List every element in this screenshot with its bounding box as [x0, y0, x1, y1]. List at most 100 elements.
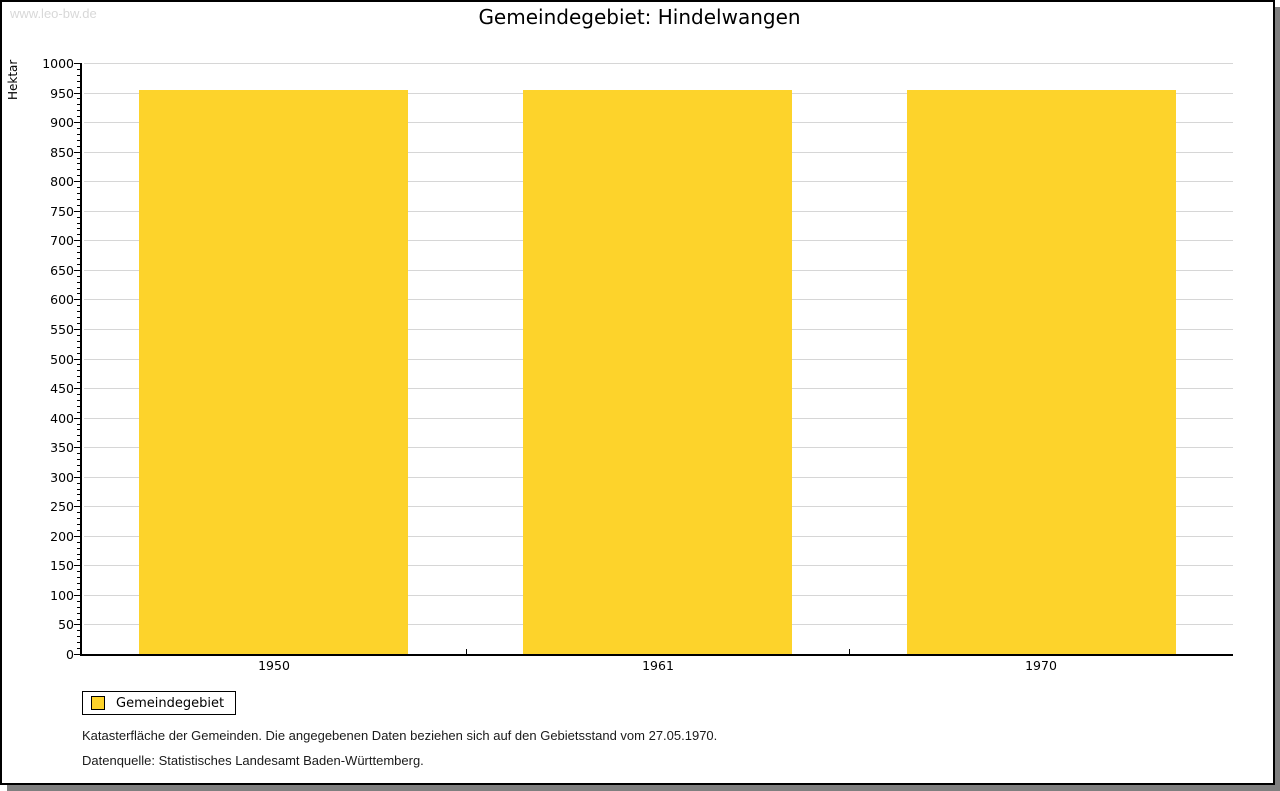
y-minor-tick — [77, 583, 80, 584]
y-tick-label: 600 — [50, 292, 74, 307]
y-minor-tick — [77, 252, 80, 253]
y-minor-tick — [77, 648, 80, 649]
y-minor-tick — [77, 228, 80, 229]
bar-1950 — [139, 90, 408, 654]
y-minor-tick — [77, 175, 80, 176]
y-minor-tick — [77, 400, 80, 401]
y-minor-tick — [77, 577, 80, 578]
y-minor-tick — [77, 276, 80, 277]
y-minor-tick — [77, 81, 80, 82]
bar-1970 — [907, 90, 1176, 654]
y-minor-tick — [77, 169, 80, 170]
y-major-tick — [74, 63, 80, 64]
y-tick-label: 150 — [50, 558, 74, 573]
y-minor-tick — [77, 619, 80, 620]
y-tick-label: 200 — [50, 529, 74, 544]
y-axis-title-text: Hektar — [6, 59, 20, 100]
y-tick-label: 250 — [50, 499, 74, 514]
y-minor-tick — [77, 234, 80, 235]
y-tick-label: 0 — [66, 647, 74, 662]
y-minor-tick — [77, 370, 80, 371]
y-major-tick — [74, 506, 80, 507]
y-minor-tick — [77, 223, 80, 224]
y-minor-tick — [77, 429, 80, 430]
y-major-tick — [74, 299, 80, 300]
y-major-tick — [74, 93, 80, 94]
y-minor-tick — [77, 140, 80, 141]
data-source-text: Datenquelle: Statistisches Landesamt Bad… — [82, 753, 424, 768]
y-minor-tick — [77, 87, 80, 88]
y-minor-tick — [77, 193, 80, 194]
y-minor-tick — [77, 69, 80, 70]
y-minor-tick — [77, 293, 80, 294]
y-major-tick — [74, 565, 80, 566]
y-minor-tick — [77, 376, 80, 377]
y-minor-tick — [77, 146, 80, 147]
y-minor-tick — [77, 205, 80, 206]
y-minor-tick — [77, 335, 80, 336]
y-minor-tick — [77, 199, 80, 200]
y-major-tick — [74, 624, 80, 625]
y-major-tick — [74, 388, 80, 389]
y-minor-tick — [77, 282, 80, 283]
y-minor-tick — [77, 524, 80, 525]
y-major-tick — [74, 270, 80, 271]
y-minor-tick — [77, 364, 80, 365]
y-major-tick — [74, 418, 80, 419]
window-shadow-right — [1275, 7, 1280, 791]
y-minor-tick — [77, 453, 80, 454]
y-minor-tick — [77, 258, 80, 259]
y-minor-tick — [77, 465, 80, 466]
y-minor-tick — [77, 607, 80, 608]
x-tick-label: 1970 — [1025, 658, 1057, 673]
y-minor-tick — [77, 642, 80, 643]
y-minor-tick — [77, 264, 80, 265]
y-tick-label: 450 — [50, 381, 74, 396]
legend: Gemeindegebiet — [82, 691, 237, 715]
y-minor-tick — [77, 353, 80, 354]
y-tick-label: 400 — [50, 411, 74, 426]
chart-title: Gemeindegebiet: Hindelwangen — [478, 5, 801, 29]
x-boundary-tick — [466, 649, 467, 654]
y-minor-tick — [77, 187, 80, 188]
y-minor-tick — [77, 394, 80, 395]
y-minor-tick — [77, 512, 80, 513]
y-major-tick — [74, 211, 80, 212]
y-tick-label: 500 — [50, 352, 74, 367]
y-minor-tick — [77, 548, 80, 549]
y-minor-tick — [77, 530, 80, 531]
x-boundary-tick — [849, 649, 850, 654]
y-minor-tick — [77, 489, 80, 490]
y-minor-tick — [77, 589, 80, 590]
y-tick-label: 900 — [50, 115, 74, 130]
y-minor-tick — [77, 382, 80, 383]
y-minor-tick — [77, 128, 80, 129]
footnote-text: Katasterfläche der Gemeinden. Die angege… — [82, 728, 718, 743]
y-minor-tick — [77, 317, 80, 318]
plot-area — [80, 63, 1233, 656]
y-tick-label: 350 — [50, 440, 74, 455]
y-tick-label: 100 — [50, 588, 74, 603]
y-minor-tick — [77, 75, 80, 76]
y-minor-tick — [77, 441, 80, 442]
legend-swatch — [91, 696, 105, 710]
y-major-tick — [74, 536, 80, 537]
y-minor-tick — [77, 483, 80, 484]
y-minor-tick — [77, 406, 80, 407]
y-minor-tick — [77, 518, 80, 519]
y-major-tick — [74, 122, 80, 123]
y-minor-tick — [77, 571, 80, 572]
y-major-tick — [74, 181, 80, 182]
y-minor-tick — [77, 471, 80, 472]
y-major-tick — [74, 329, 80, 330]
y-minor-tick — [77, 613, 80, 614]
y-minor-tick — [77, 288, 80, 289]
y-major-tick — [74, 152, 80, 153]
y-minor-tick — [77, 134, 80, 135]
y-minor-tick — [77, 554, 80, 555]
gridline — [84, 63, 1233, 64]
y-minor-tick — [77, 163, 80, 164]
y-minor-tick — [77, 601, 80, 602]
y-major-tick — [74, 595, 80, 596]
